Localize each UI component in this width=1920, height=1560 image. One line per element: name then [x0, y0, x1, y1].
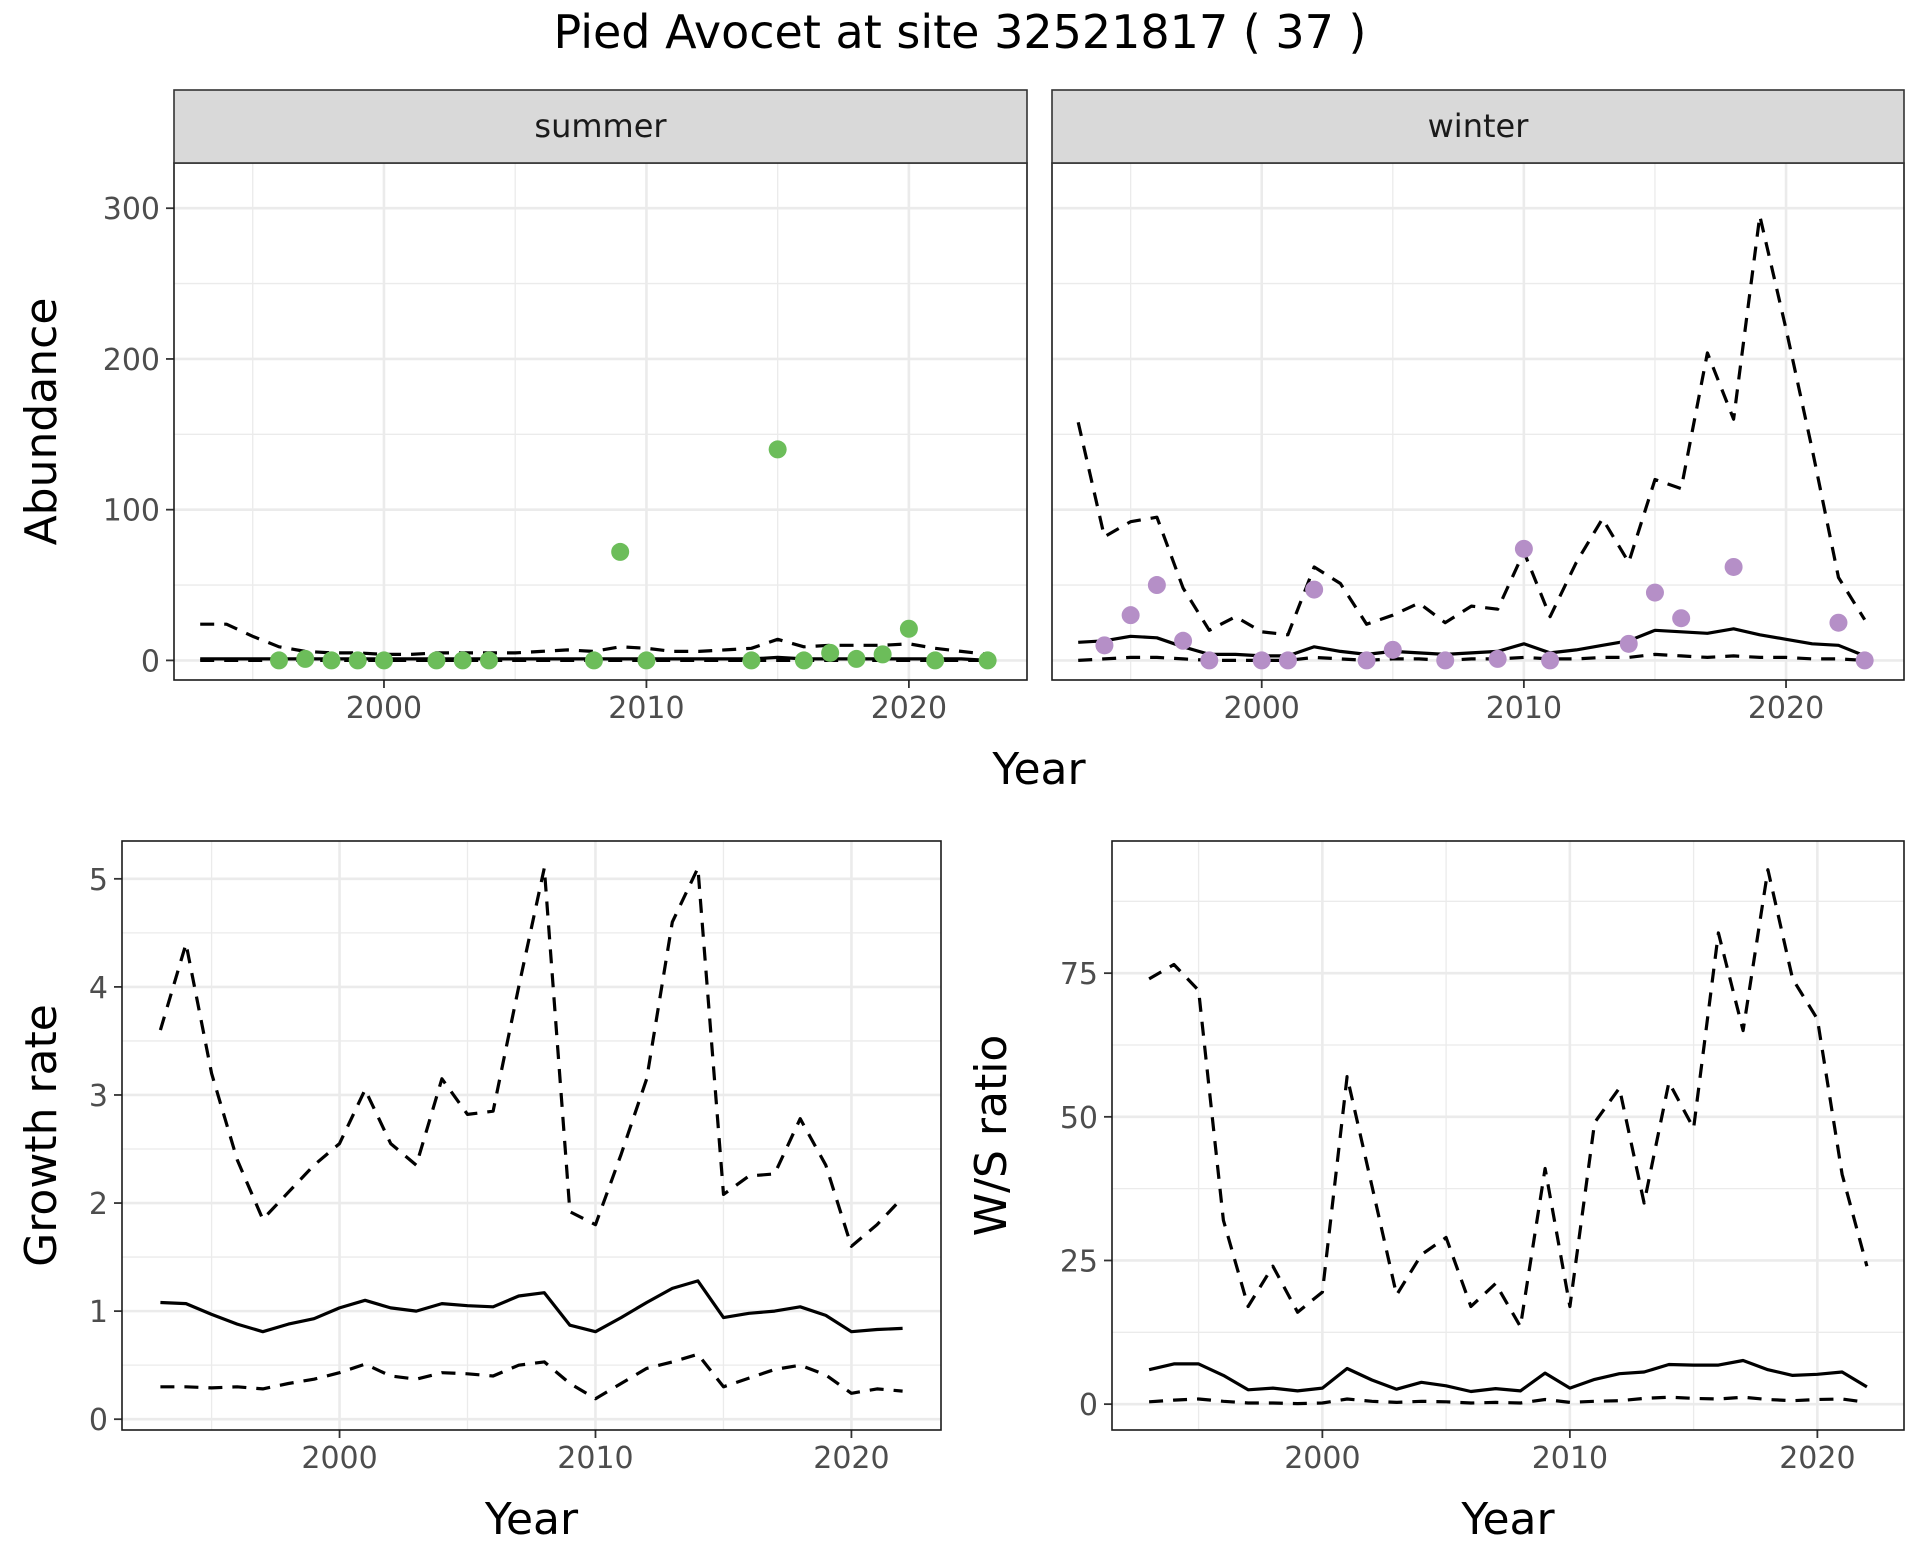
growth-y-tick-label: 5: [89, 863, 108, 898]
abundance-winter-x-tick-label: 2020: [1748, 691, 1824, 726]
growth-lower-line: [160, 1352, 903, 1401]
growth-y-tick-label: 0: [89, 1403, 108, 1438]
growth-y-tick-label: 1: [89, 1295, 108, 1330]
abundance-summer-point: [637, 651, 656, 670]
abundance-summer-point: [479, 651, 498, 670]
growth-x-tick-label: 2020: [813, 1441, 889, 1476]
abundance-winter-panel: 2000 2010 2020 winter: [1051, 89, 1905, 726]
abundance-summer-point: [322, 651, 341, 670]
abundance-winter-point: [1855, 651, 1874, 670]
ws-ratio-y-axis-title: W/S ratio: [966, 1035, 1017, 1237]
abundance-winter-point: [1200, 651, 1219, 670]
abundance-winter-x-tick-label: 2010: [1486, 691, 1562, 726]
abundance-winter-point: [1095, 636, 1114, 655]
abundance-summer-point: [899, 619, 918, 638]
abundance-summer-panel: 2000 2010 2020 0 100 200 300 summer: [103, 89, 1028, 726]
growth-panel-background: [122, 841, 941, 1430]
abundance-winter-strip-label: winter: [1428, 107, 1530, 145]
abundance-summer-y-tick-label: 100: [103, 494, 160, 529]
abundance-winter-point: [1829, 613, 1848, 632]
ws-ratio-mean-line: [1148, 1358, 1868, 1394]
abundance-winter-point: [1357, 651, 1376, 670]
growth-upper-line: [158, 866, 904, 1248]
chart-title: Pied Avocet at site 32521817 ( 37 ): [554, 5, 1367, 59]
abundance-y-axis-title: Abundance: [16, 298, 67, 546]
abundance-summer-point: [873, 645, 892, 664]
ws-ratio-panel-border: [1111, 840, 1905, 1431]
abundance-winter-point: [1645, 583, 1664, 602]
abundance-winter-point: [1436, 651, 1455, 670]
growth-y-axis-title: Growth rate: [16, 1004, 67, 1267]
abundance-winter-point: [1278, 651, 1297, 670]
abundance-summer-point: [584, 651, 603, 670]
abundance-summer-y-tick-label: 200: [103, 343, 160, 378]
abundance-summer-point: [296, 649, 315, 668]
ws-ratio-x-axis-title: Year: [1460, 1494, 1555, 1545]
abundance-winter-point: [1514, 539, 1533, 558]
ws-ratio-y-tick-label: 50: [1060, 1101, 1098, 1136]
abundance-winter-point: [1121, 606, 1140, 625]
abundance-winter-point: [1724, 557, 1743, 576]
abundance-summer-point: [453, 651, 472, 670]
ws-ratio-x-tick-label: 2000: [1284, 1441, 1360, 1476]
abundance-summer-y-tick-label: 0: [141, 644, 160, 679]
abundance-winter-panel-background: [1052, 163, 1904, 680]
abundance-winter-point: [1672, 609, 1691, 628]
abundance-summer-point: [611, 542, 630, 561]
ws-ratio-y-tick-label: 0: [1079, 1388, 1098, 1423]
growth-panel-border: [121, 840, 942, 1431]
abundance-summer-point: [742, 651, 761, 670]
abundance-winter-point: [1383, 640, 1402, 659]
abundance-summer-panel-background: [174, 163, 1027, 680]
abundance-winter-upper-line: [1076, 214, 1867, 637]
abundance-winter-strip: [1051, 89, 1905, 164]
abundance-summer-point: [427, 651, 446, 670]
abundance-winter-point: [1541, 651, 1560, 670]
abundance-summer-point: [821, 643, 840, 662]
growth-mean-line: [160, 1279, 903, 1334]
abundance-summer-x-tick-label: 2010: [608, 691, 684, 726]
abundance-summer-strip-label: summer: [534, 107, 667, 145]
abundance-winter-point: [1619, 634, 1638, 653]
abundance-summer-point: [374, 651, 393, 670]
ws-ratio-y-tick-label: 75: [1060, 957, 1098, 992]
abundance-summer-y-tick-label: 300: [103, 192, 160, 227]
growth-x-tick-label: 2010: [557, 1441, 633, 1476]
growth-y-tick-label: 4: [89, 971, 108, 1006]
abundance-winter-point: [1252, 651, 1271, 670]
abundance-winter-point: [1147, 576, 1166, 595]
abundance-winter-point: [1174, 631, 1193, 650]
growth-x-tick-label: 2000: [301, 1441, 377, 1476]
ws-ratio-panel-background: [1112, 841, 1904, 1430]
growth-panel: 2000 2010 2020 0 1 2 3 4 5: [89, 840, 942, 1476]
abundance-summer-point: [847, 649, 866, 668]
abundance-summer-point: [926, 651, 945, 670]
abundance-winter-point: [1305, 580, 1324, 599]
abundance-summer-point: [269, 651, 288, 670]
abundance-summer-x-tick-label: 2000: [346, 691, 422, 726]
ws-ratio-panel: 2000 2010 2020 0 25 50 75: [1060, 840, 1905, 1476]
abundance-summer-point: [794, 651, 813, 670]
ws-ratio-y-tick-label: 25: [1060, 1244, 1098, 1279]
abundance-summer-strip: [173, 89, 1028, 164]
growth-x-axis-title: Year: [484, 1494, 579, 1545]
abundance-summer-point: [768, 440, 787, 459]
abundance-winter-x-tick-label: 2000: [1224, 691, 1300, 726]
abundance-summer-point: [978, 651, 997, 670]
ws-ratio-x-tick-label: 2020: [1779, 1441, 1855, 1476]
abundance-winter-point: [1488, 649, 1507, 668]
abundance-summer-point: [348, 651, 367, 670]
ws-ratio-upper-line: [1148, 868, 1869, 1329]
growth-y-tick-label: 3: [89, 1079, 108, 1114]
growth-y-tick-label: 2: [89, 1187, 108, 1222]
abundance-summer-x-tick-label: 2020: [871, 691, 947, 726]
abundance-x-axis-title: Year: [991, 744, 1086, 795]
ws-ratio-x-tick-label: 2010: [1532, 1441, 1608, 1476]
